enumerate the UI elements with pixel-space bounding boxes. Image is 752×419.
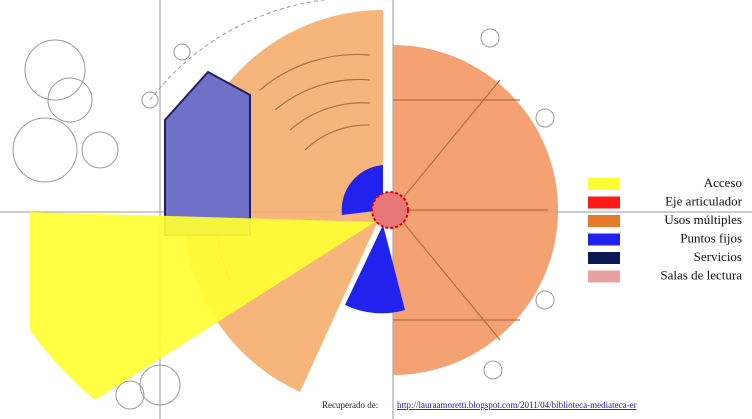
legend-label: Acceso bbox=[704, 175, 742, 190]
caption-prefix: Recuperado de: bbox=[322, 400, 378, 410]
legend-swatch bbox=[588, 197, 620, 209]
legend-label: Salas de lectura bbox=[660, 267, 742, 282]
axis-zone bbox=[372, 192, 408, 228]
legend-label: Eje articulador bbox=[665, 193, 743, 208]
caption-link[interactable]: http://lauraamoretti.blogspot.com/2011/0… bbox=[397, 400, 637, 410]
legend-swatch bbox=[588, 178, 620, 190]
services-zone bbox=[165, 72, 250, 235]
legend-swatch bbox=[588, 252, 620, 264]
legend-swatch bbox=[588, 215, 620, 227]
legend: Acceso Eje articulador Usos múltiples Punto… bbox=[588, 175, 743, 283]
legend-swatch bbox=[588, 271, 620, 283]
legend-label: Puntos fijos bbox=[680, 230, 742, 245]
legend-label: Servicios bbox=[694, 249, 742, 264]
plan: Acceso Eje articulador Usos múltiples Punto… bbox=[0, 0, 752, 419]
legend-swatch bbox=[588, 234, 620, 246]
page: Acceso Eje articulador Usos múltiples Punto… bbox=[0, 0, 752, 419]
legend-label: Usos múltiples bbox=[664, 212, 742, 227]
